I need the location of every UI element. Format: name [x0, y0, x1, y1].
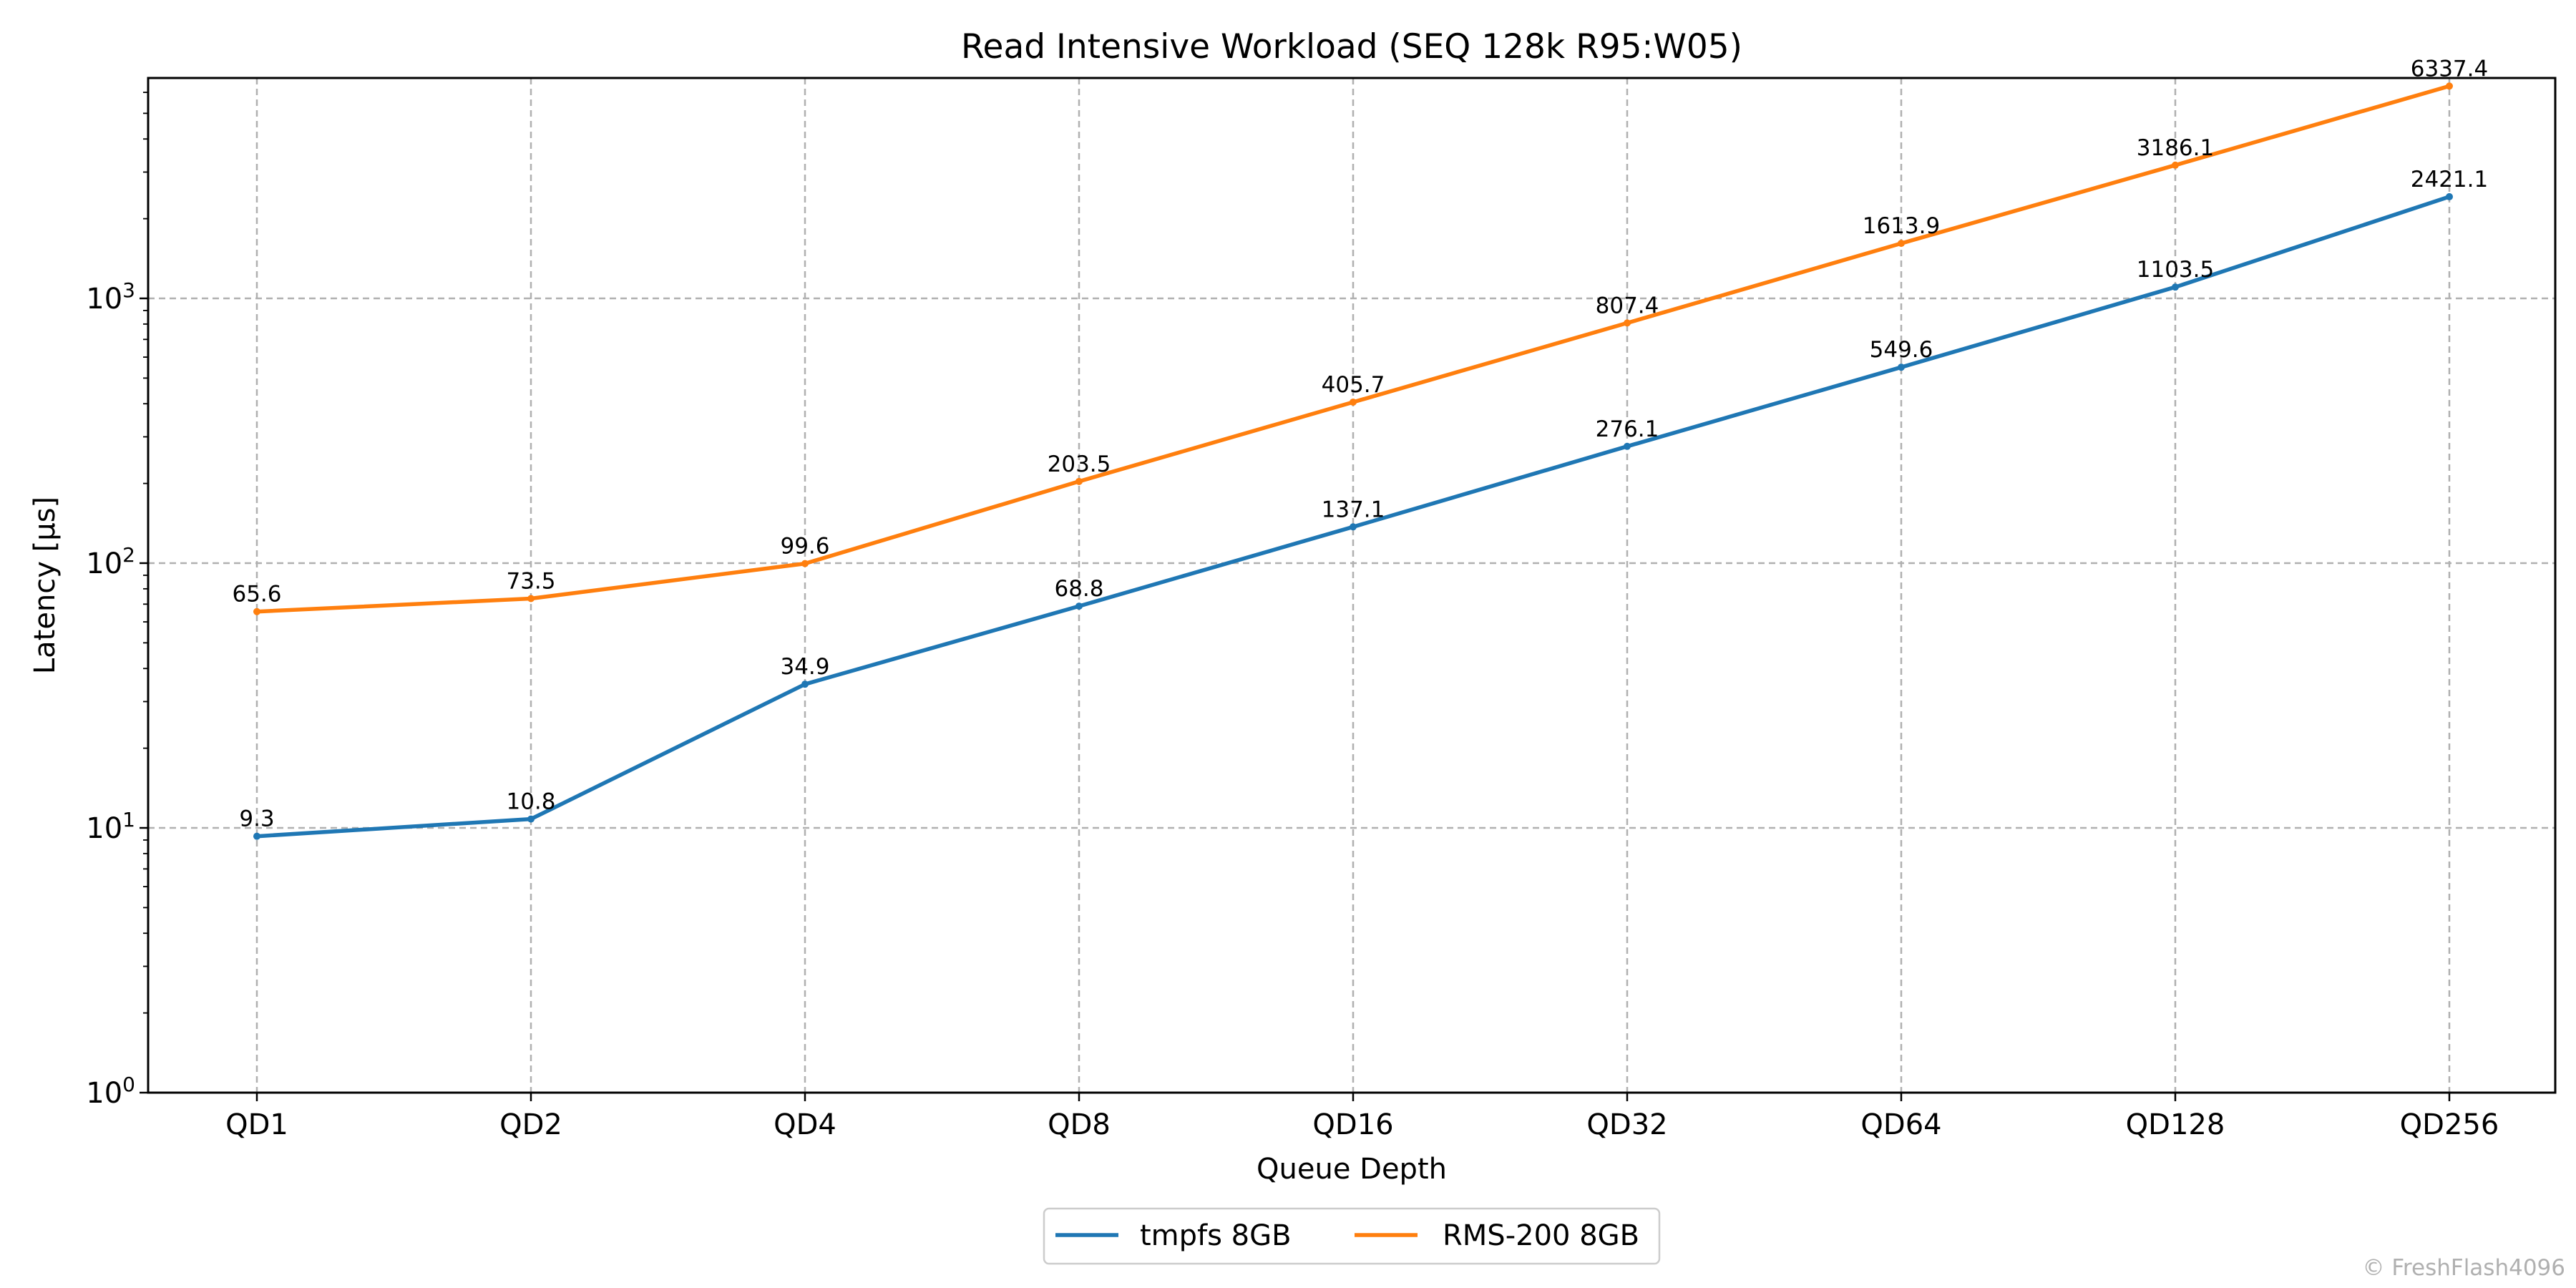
data-point: [1075, 602, 1083, 610]
data-point: [527, 595, 535, 602]
plot-frame: [147, 77, 2557, 1094]
data-label: 34.9: [780, 654, 829, 680]
data-point: [801, 680, 809, 688]
x-tick-label: QD64: [1860, 1108, 1941, 1141]
credit-watermark: © FreshFlash4096: [2363, 1255, 2566, 1281]
y-tick-label: 102: [86, 543, 135, 580]
data-point: [2172, 161, 2179, 169]
data-point: [1350, 398, 1357, 406]
data-label: 405.7: [1322, 372, 1385, 398]
data-label: 137.1: [1322, 497, 1385, 522]
legend-label-tmpfs: tmpfs 8GB: [1140, 1219, 1292, 1252]
data-point: [253, 832, 260, 840]
data-point: [1075, 477, 1083, 485]
x-tick-label: QD32: [1586, 1108, 1667, 1141]
data-label: 9.3: [239, 806, 274, 832]
y-tick-label: 103: [86, 278, 135, 316]
legend-box: [1043, 1207, 1661, 1265]
data-label: 807.4: [1596, 293, 1659, 318]
data-label: 276.1: [1596, 416, 1659, 442]
y-axis-ticks: 100 101 102 103: [86, 278, 148, 1110]
data-point: [801, 560, 809, 567]
data-label: 65.6: [232, 582, 281, 608]
data-point: [2446, 192, 2453, 200]
data-label: 1103.5: [2137, 257, 2214, 283]
data-label: 73.5: [506, 568, 555, 594]
legend-label-rms200: RMS-200 8GB: [1443, 1219, 1639, 1252]
data-point: [1898, 240, 1905, 248]
data-label: 549.6: [1870, 337, 1933, 363]
x-tick-label: QD128: [2126, 1108, 2225, 1141]
y-tick-label: 100: [86, 1073, 135, 1110]
x-tick-label: QD4: [774, 1108, 836, 1141]
data-labels: 9.3 10.8 34.9 68.8 137.1 276.1 549.6 1103.5 2421…: [232, 56, 2488, 831]
x-axis-ticks: QD1 QD2 QD4 QD8 QD16 QD32 QD64 QD128 QD256: [225, 1093, 2499, 1141]
data-label: 3186.1: [2137, 135, 2214, 161]
data-point: [253, 608, 260, 615]
y-axis-label: Latency [µs]: [29, 497, 62, 674]
data-label: 68.8: [1054, 576, 1103, 602]
x-axis-label: Queue Depth: [1257, 1153, 1447, 1186]
data-point: [1898, 364, 1905, 371]
y-tick-label: 101: [86, 808, 135, 845]
x-tick-label: QD1: [225, 1108, 288, 1141]
legend: tmpfs 8GB RMS-200 8GB: [1043, 1207, 1661, 1265]
data-label: 203.5: [1048, 452, 1111, 477]
grid: [148, 78, 2555, 1093]
data-label: 99.6: [780, 534, 829, 560]
data-point: [1350, 523, 1357, 531]
x-tick-label: QD2: [499, 1108, 562, 1141]
x-tick-label: QD8: [1048, 1108, 1111, 1141]
series-lines: [253, 82, 2453, 840]
x-tick-label: QD16: [1312, 1108, 1393, 1141]
data-label: 10.8: [506, 789, 555, 815]
data-point: [1624, 319, 1631, 327]
x-tick-label: QD256: [2400, 1108, 2499, 1141]
data-point: [527, 815, 535, 823]
data-point: [1624, 442, 1631, 450]
data-label: 1613.9: [1863, 213, 1940, 239]
data-label: 2421.1: [2411, 167, 2488, 192]
chart-title: Read Intensive Workload (SEQ 128k R95:W0…: [961, 27, 1742, 67]
data-point: [2172, 283, 2179, 291]
data-point: [2446, 82, 2453, 90]
